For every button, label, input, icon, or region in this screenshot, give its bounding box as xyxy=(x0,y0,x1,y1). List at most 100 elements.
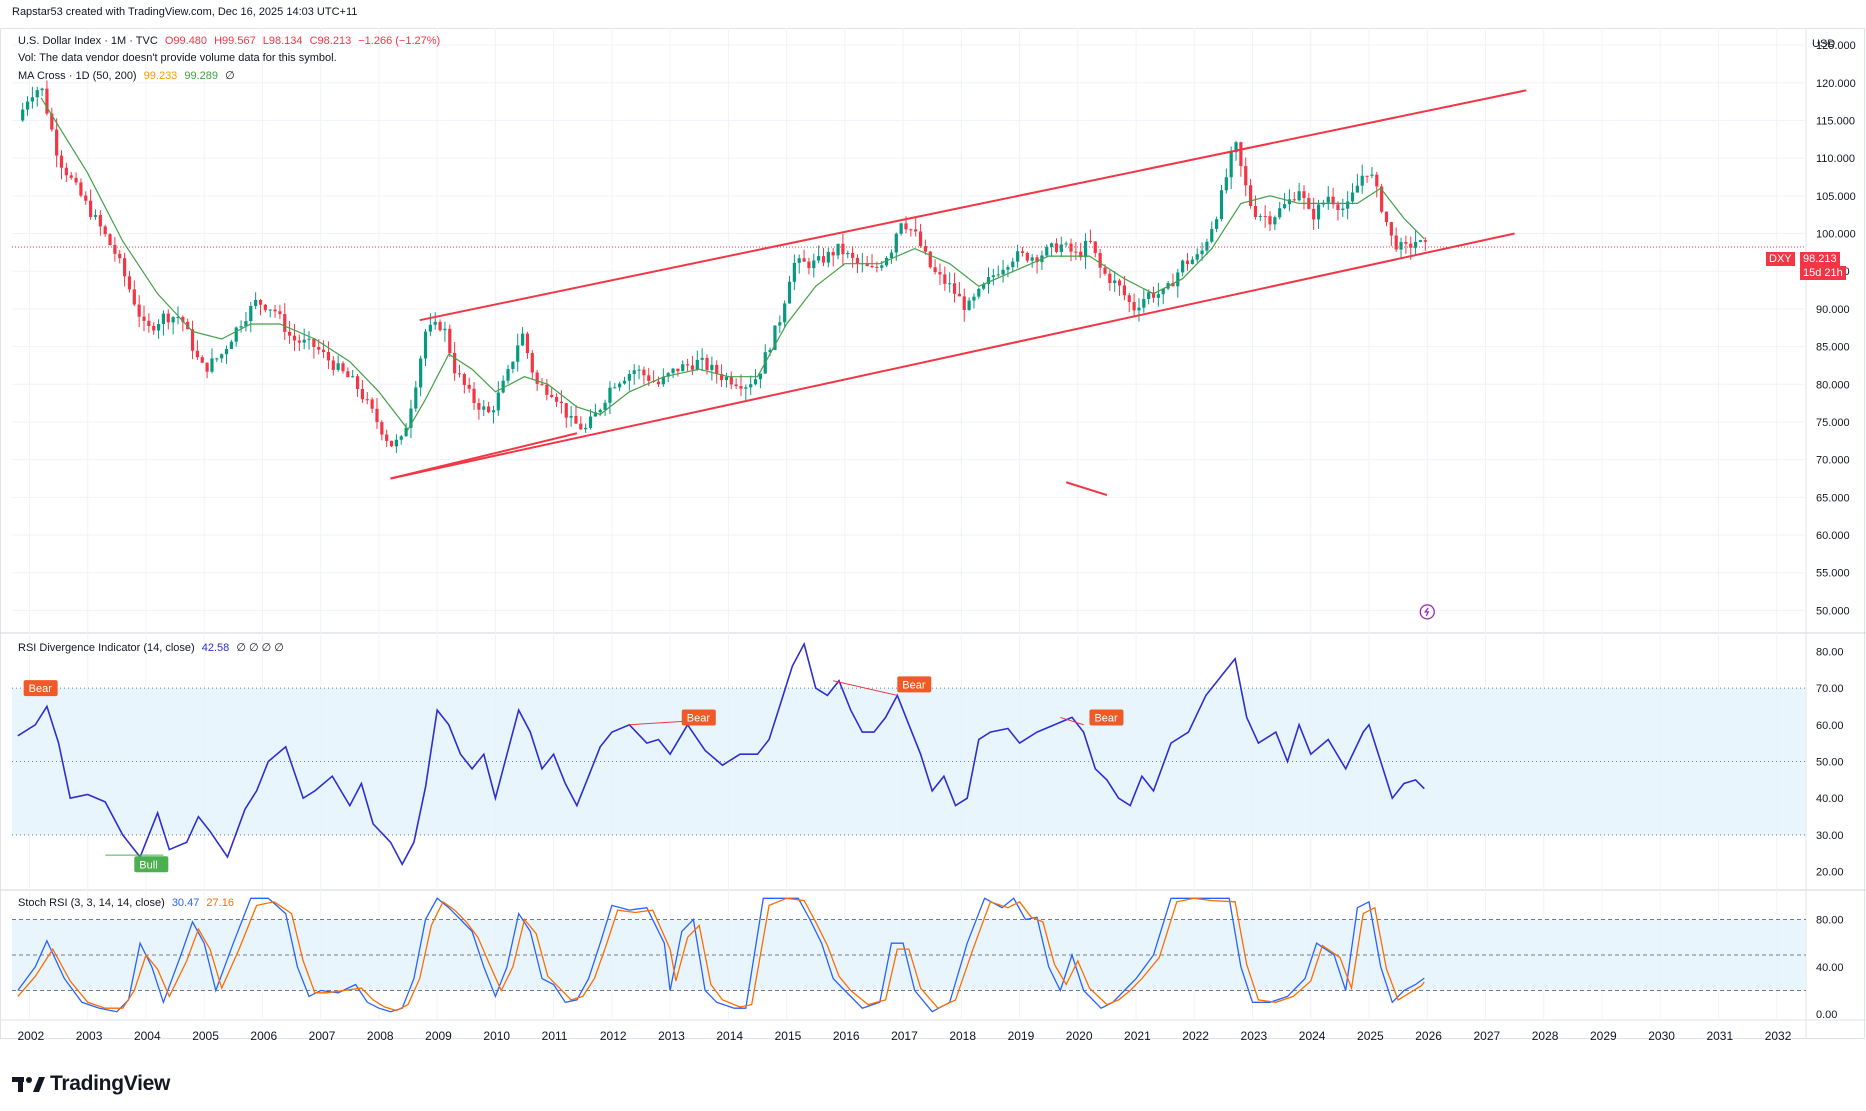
candle-body xyxy=(278,311,282,315)
ma-cross-line xyxy=(40,97,1425,431)
candle-body xyxy=(263,304,267,311)
candle-body xyxy=(336,363,340,370)
candle-body xyxy=(1389,222,1393,236)
candle-body xyxy=(321,349,326,353)
candle-body xyxy=(1370,174,1374,176)
candle-body xyxy=(1205,241,1209,251)
candle-body xyxy=(1355,185,1359,193)
candle-body xyxy=(1219,190,1224,220)
candle-body xyxy=(928,251,932,268)
candle-body xyxy=(1001,269,1005,275)
candle-body xyxy=(249,306,253,322)
candle-body xyxy=(1079,251,1083,258)
candle-body xyxy=(1059,244,1063,252)
time-tick-label: 2019 xyxy=(1008,1029,1035,1043)
price-tick-label: 125.000 xyxy=(1816,40,1856,52)
bear-label: Bear xyxy=(902,679,926,691)
rsi-legend[interactable]: RSI Divergence Indicator (14, close) 42.… xyxy=(18,641,288,654)
candle-body xyxy=(1258,216,1262,218)
candle-body xyxy=(171,317,175,323)
candle-body xyxy=(1418,240,1423,242)
time-tick-label: 2022 xyxy=(1182,1029,1209,1043)
candle-body xyxy=(1409,243,1413,248)
time-tick-label: 2010 xyxy=(483,1029,510,1043)
divergence-line xyxy=(629,720,688,726)
countdown-tag: 15d 21h xyxy=(1800,266,1846,280)
candle-body xyxy=(943,274,947,284)
tradingview-logo-icon xyxy=(12,1077,45,1093)
candle-body xyxy=(1074,251,1078,253)
candle-body xyxy=(108,234,112,245)
candle-body xyxy=(918,231,923,247)
candle-body xyxy=(1176,272,1180,287)
tradingview-brand[interactable]: TradingView xyxy=(12,1072,170,1096)
candle-body xyxy=(734,384,738,387)
candle-body xyxy=(1210,228,1214,242)
time-tick-label: 2025 xyxy=(1357,1029,1384,1043)
candle-body xyxy=(671,368,675,374)
candle-body xyxy=(550,394,554,397)
ma-cross-value-2: 99.289 xyxy=(184,70,219,82)
candle-body xyxy=(986,277,991,284)
candle-body xyxy=(1346,201,1350,209)
candle-body xyxy=(1181,260,1185,273)
candle-body xyxy=(205,362,209,372)
candle-body xyxy=(326,352,331,361)
volume-legend[interactable]: Vol: The data vendor doesn't provide vol… xyxy=(18,52,337,64)
time-tick-label: 2029 xyxy=(1590,1029,1617,1043)
candle-body xyxy=(268,309,272,311)
candle-body xyxy=(1113,280,1117,284)
candle-body xyxy=(438,321,442,331)
candle-body xyxy=(1244,166,1248,186)
candle-body xyxy=(647,375,651,381)
candle-body xyxy=(283,314,287,332)
candle-body xyxy=(1297,191,1301,201)
candle-body xyxy=(89,200,93,217)
candle-body xyxy=(1292,199,1296,201)
symbol-legend[interactable]: U.S. Dollar Index · 1M · TVC O99.480 H99… xyxy=(18,35,444,47)
candle-body xyxy=(792,262,796,282)
price-tick-label: 80.000 xyxy=(1816,379,1850,391)
candle-body xyxy=(579,423,583,430)
candle-body xyxy=(972,296,976,301)
candle-body xyxy=(1200,250,1204,255)
time-tick-label: 2008 xyxy=(367,1029,394,1043)
candle-body xyxy=(1263,216,1267,218)
candle-body xyxy=(21,109,25,121)
open-value: O99.480 xyxy=(164,35,208,47)
candle-body xyxy=(1375,174,1379,187)
candle-body xyxy=(914,229,918,232)
candle-body xyxy=(841,243,845,255)
candle-body xyxy=(710,364,714,370)
candle-body xyxy=(365,399,369,401)
candle-body xyxy=(1035,257,1039,263)
ma-cross-legend[interactable]: MA Cross · 1D (50, 200) 99.233 99.289 ∅ xyxy=(18,69,239,82)
time-tick-label: 2027 xyxy=(1473,1029,1500,1043)
candle-body xyxy=(851,252,855,258)
candle-body xyxy=(1302,191,1306,198)
candle-body xyxy=(1248,185,1253,207)
candle-body xyxy=(1161,288,1165,295)
bull-label: Bull xyxy=(139,859,157,871)
candle-body xyxy=(288,331,292,336)
candle-body xyxy=(1030,257,1034,261)
candle-body xyxy=(812,260,816,269)
candle-body xyxy=(40,88,44,91)
candle-body xyxy=(554,396,559,402)
time-tick-label: 2006 xyxy=(250,1029,277,1043)
candle-body xyxy=(156,324,161,331)
candle-body xyxy=(1137,307,1141,311)
candle-body xyxy=(1127,295,1131,303)
candle-body xyxy=(453,353,457,374)
candle-body xyxy=(1360,175,1364,186)
candle-body xyxy=(613,387,617,389)
attribution-text: Rapstar53 created with TradingView.com, … xyxy=(12,6,358,18)
stoch-k-line xyxy=(17,897,1425,1013)
candle-body xyxy=(676,368,680,372)
price-tick-label: 75.000 xyxy=(1816,417,1850,429)
candle-body xyxy=(448,328,452,354)
candle-body xyxy=(618,383,622,388)
stoch-rsi-legend[interactable]: Stoch RSI (3, 3, 14, 14, close) 30.47 27… xyxy=(18,897,238,909)
candle-body xyxy=(535,372,539,384)
